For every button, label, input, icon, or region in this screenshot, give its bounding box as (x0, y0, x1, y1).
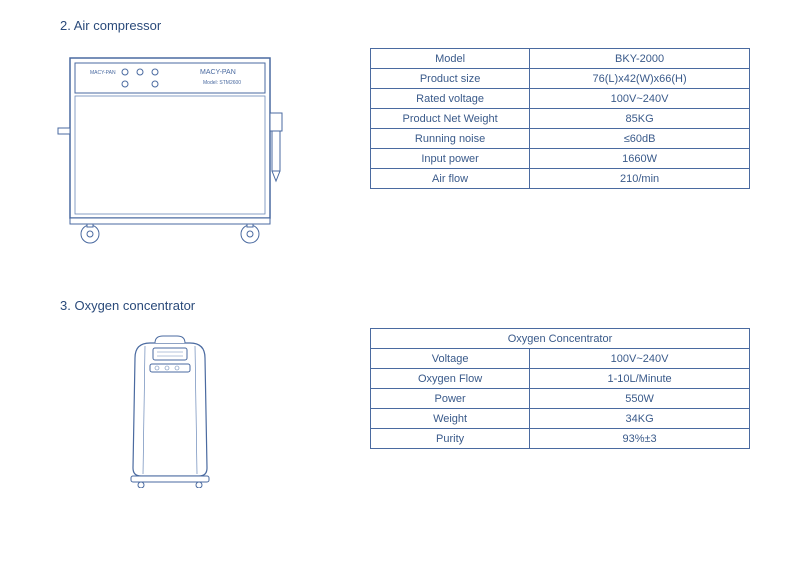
svg-text:MACY-PAN: MACY-PAN (90, 70, 116, 76)
table-row: Product Net Weight85KG (371, 109, 750, 129)
table-row: Oxygen Flow1-10L/Minute (371, 369, 750, 389)
table-row: Input power1660W (371, 149, 750, 169)
table-row: Air flow210/min (371, 169, 750, 189)
spec-label: Model (371, 49, 530, 69)
compressor-row: MACY-PAN MACY-PAN Model: STM2600 ModelBK… (30, 48, 770, 248)
spec-label: Rated voltage (371, 89, 530, 109)
section-title-oxygen: 3. Oxygen concentrator (60, 298, 770, 313)
model-label: Model: STM2600 (203, 80, 241, 86)
spec-label: Voltage (371, 349, 530, 369)
spec-label: Purity (371, 429, 530, 449)
compressor-diagram: MACY-PAN MACY-PAN Model: STM2600 (30, 48, 310, 248)
table-row: Oxygen Concentrator (371, 329, 750, 349)
spec-label: Air flow (371, 169, 530, 189)
table-row: Voltage100V~240V (371, 349, 750, 369)
spec-value: 85KG (530, 109, 750, 129)
spec-value: ≤60dB (530, 129, 750, 149)
spec-value: 34KG (530, 409, 750, 429)
spec-label: Product Net Weight (371, 109, 530, 129)
oxygen-table-header: Oxygen Concentrator (371, 329, 750, 349)
table-row: Purity93%±3 (371, 429, 750, 449)
spec-value: BKY-2000 (530, 49, 750, 69)
table-row: Rated voltage100V~240V (371, 89, 750, 109)
brand-label: MACY-PAN (200, 69, 236, 76)
spec-value: 93%±3 (530, 429, 750, 449)
compressor-spec-table: ModelBKY-2000Product size76(L)x42(W)x66(… (370, 48, 750, 189)
spec-label: Product size (371, 69, 530, 89)
table-row: Product size76(L)x42(W)x66(H) (371, 69, 750, 89)
spec-value: 550W (530, 389, 750, 409)
spec-label: Input power (371, 149, 530, 169)
table-row: Running noise≤60dB (371, 129, 750, 149)
spec-value: 1660W (530, 149, 750, 169)
spec-value: 100V~240V (530, 89, 750, 109)
spec-label: Weight (371, 409, 530, 429)
spec-value: 100V~240V (530, 349, 750, 369)
table-row: Weight34KG (371, 409, 750, 429)
section-title-compressor: 2. Air compressor (60, 18, 770, 33)
spec-label: Power (371, 389, 530, 409)
table-row: ModelBKY-2000 (371, 49, 750, 69)
oxygen-row: Oxygen ConcentratorVoltage100V~240VOxyge… (30, 328, 770, 488)
spec-label: Running noise (371, 129, 530, 149)
oxygen-diagram (30, 328, 310, 488)
spec-value: 76(L)x42(W)x66(H) (530, 69, 750, 89)
table-row: Power550W (371, 389, 750, 409)
spec-value: 1-10L/Minute (530, 369, 750, 389)
spec-label: Oxygen Flow (371, 369, 530, 389)
oxygen-spec-table: Oxygen ConcentratorVoltage100V~240VOxyge… (370, 328, 750, 449)
spec-value: 210/min (530, 169, 750, 189)
